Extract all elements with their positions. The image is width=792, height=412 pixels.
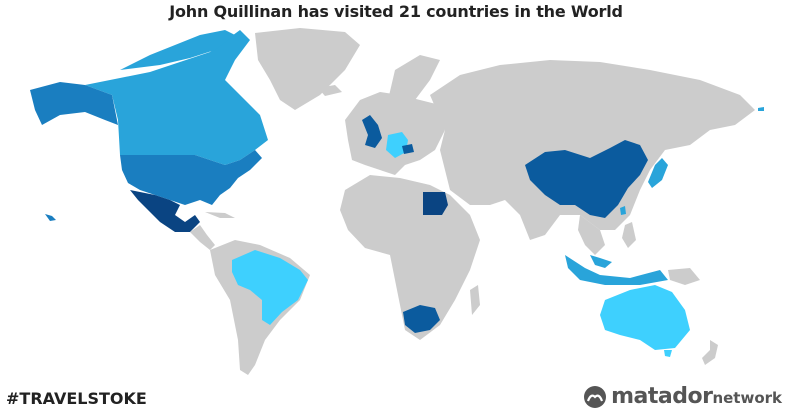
brand-logo[interactable]: matador network — [583, 384, 782, 409]
country-greenland[interactable] — [255, 28, 360, 110]
country-australia-tasmania[interactable] — [664, 350, 672, 357]
country-alaska[interactable] — [30, 82, 118, 125]
country-germany[interactable] — [386, 132, 408, 158]
country-philippines[interactable] — [622, 222, 636, 248]
country-cuba[interactable] — [205, 212, 235, 218]
country-canada-arctic-islands[interactable] — [120, 30, 235, 70]
country-japan[interactable] — [648, 158, 668, 188]
region-africa[interactable] — [340, 175, 480, 340]
country-papua-new-guinea[interactable] — [668, 268, 700, 285]
country-united-kingdom[interactable] — [362, 115, 382, 148]
region-asia[interactable] — [430, 60, 755, 240]
country-iceland[interactable] — [318, 85, 342, 96]
brand-name-main: matador — [611, 384, 713, 409]
country-egypt[interactable] — [423, 192, 448, 215]
country-brazil[interactable] — [232, 250, 308, 325]
map-title: John Quillinan has visited 21 countries … — [169, 2, 623, 21]
matador-logo-icon — [584, 385, 607, 408]
country-united-states[interactable] — [120, 150, 262, 205]
region-scandinavia[interactable] — [388, 55, 440, 110]
hashtag: #TRAVELSTOKE — [6, 389, 147, 408]
region-southeast-asia[interactable] — [578, 215, 605, 255]
country-czech-republic[interactable] — [402, 144, 414, 154]
country-canada[interactable] — [85, 30, 268, 165]
country-australia[interactable] — [600, 285, 690, 350]
country-central-america[interactable] — [190, 225, 215, 250]
world-map — [30, 28, 764, 375]
country-malaysia[interactable] — [590, 255, 612, 268]
country-south-africa[interactable] — [403, 305, 440, 333]
country-hawaii[interactable] — [45, 214, 56, 221]
country-china[interactable] — [525, 140, 648, 218]
country-ireland[interactable] — [352, 130, 362, 142]
country-new-zealand[interactable] — [702, 340, 718, 365]
country-madagascar[interactable] — [470, 285, 480, 315]
brand-name-suffix: network — [712, 389, 782, 407]
country-mexico[interactable] — [130, 190, 200, 232]
country-taiwan[interactable] — [620, 206, 626, 215]
country-indonesia[interactable] — [565, 255, 668, 285]
region-far-east-tip[interactable] — [758, 107, 764, 111]
